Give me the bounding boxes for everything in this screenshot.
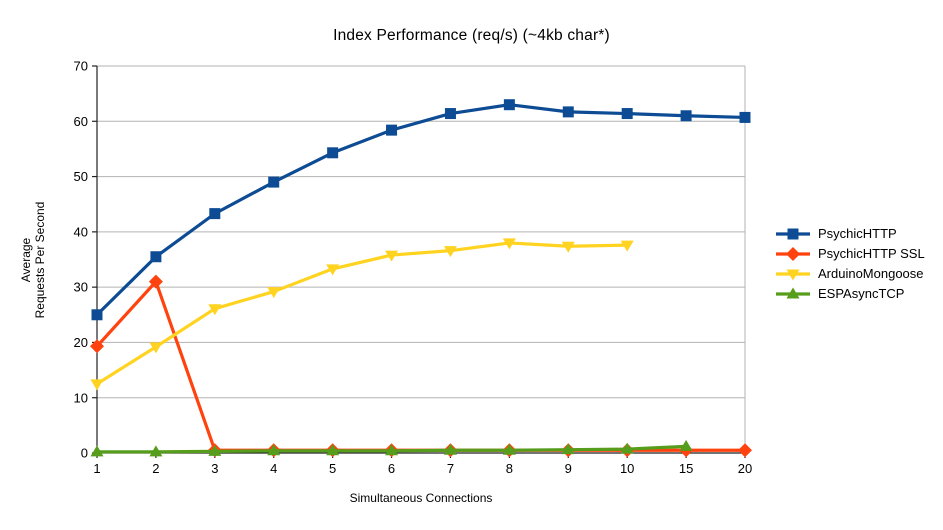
series-psychichttp-marker — [680, 110, 692, 122]
y-tick-label: 40 — [74, 224, 88, 239]
series-espasynctcp-marker — [326, 444, 340, 456]
series-arduinomongoose-marker — [326, 264, 340, 276]
x-tick-label: 10 — [620, 461, 634, 476]
y-tick-label: 30 — [74, 280, 88, 295]
legend-marker-arduinomongoose-icon — [776, 269, 810, 280]
legend-marker-psychichttp — [787, 228, 799, 239]
legend-marker-arduinomongoose — [786, 269, 800, 280]
series-psychichttp-marker — [91, 309, 103, 321]
series-arduinomongoose-marker — [90, 379, 104, 391]
series-espasynctcp-marker — [443, 443, 457, 455]
legend-item-psychichttp-ssl: PsychicHTTP SSL — [775, 246, 925, 261]
legend-label-psychichttp-ssl: PsychicHTTP SSL — [818, 246, 925, 261]
series-espasynctcp-marker — [208, 444, 222, 456]
y-axis-title-line-1: Average — [19, 237, 33, 283]
y-tick-label: 10 — [74, 390, 88, 405]
x-tick-label: 9 — [565, 461, 572, 476]
series-psychichttp-ssl-marker — [148, 274, 163, 289]
series-psychichttp-ssl-marker — [90, 339, 104, 354]
legend-label-psychichttp: PsychicHTTP — [818, 226, 897, 241]
series-arduinomongoose-line — [95, 241, 629, 386]
series-arduinomongoose-marker — [443, 246, 457, 258]
x-tick-label: 5 — [329, 461, 336, 476]
x-tick-label: 7 — [447, 461, 454, 476]
x-tick-label: 4 — [270, 461, 277, 476]
x-tick-label: 2 — [152, 461, 159, 476]
y-axis-title-line-2: Requests Per Second — [33, 201, 47, 319]
series-psychichttp — [91, 99, 751, 321]
series-espasynctcp-marker — [561, 443, 575, 455]
series-psychichttp-marker — [739, 111, 751, 123]
series-psychichttp-ssl-line — [95, 280, 747, 452]
series-arduinomongoose-marker — [267, 287, 281, 299]
series-arduinomongoose-marker — [502, 238, 516, 250]
x-tick-label: 20 — [738, 461, 752, 476]
series-espasynctcp-marker — [679, 439, 693, 451]
y-axis-title: Average Requests Per Second — [19, 130, 47, 390]
legend-marker-psychichttp-icon — [776, 228, 810, 239]
series-arduinomongoose-marker — [620, 240, 634, 252]
series-arduinomongoose-marker — [385, 250, 399, 262]
legend-label-espasynctcp: ESPAsyncTCP — [818, 286, 905, 301]
series-psychichttp-marker — [503, 99, 515, 111]
series-psychichttp-line — [95, 103, 747, 317]
series-arduinomongoose — [90, 238, 634, 391]
series-psychichttp-marker — [444, 108, 456, 120]
x-tick-label: 6 — [388, 461, 395, 476]
series-espasynctcp — [90, 439, 693, 457]
x-axis-title: Simultaneous Connections — [349, 491, 493, 505]
y-tick-label: 20 — [74, 335, 88, 350]
y-tick-label: 70 — [74, 59, 88, 74]
series-psychichttp-ssl-marker — [738, 443, 752, 458]
legend: PsychicHTTP PsychicHTTP SSL ArduinoMongoos… — [775, 226, 925, 301]
x-tick-label: 1 — [93, 461, 100, 476]
series-arduinomongoose-marker — [208, 304, 222, 316]
series-espasynctcp-marker — [90, 445, 104, 457]
legend-marker-psychichttp-ssl-icon — [776, 246, 810, 261]
series-psychichttp-marker — [150, 251, 162, 263]
series-arduinomongoose-marker — [561, 241, 575, 253]
series-psychichttp-marker — [386, 124, 398, 136]
legend-label-arduinomongoose: ArduinoMongoose — [818, 266, 924, 281]
series-psychichttp-ssl — [90, 274, 752, 458]
series-psychichttp-marker — [268, 176, 280, 188]
legend-marker-psychichttp-ssl — [786, 246, 800, 261]
x-tick-label: 3 — [211, 461, 218, 476]
y-tick-label: 0 — [81, 446, 88, 461]
x-tick-label: 8 — [506, 461, 513, 476]
series-espasynctcp-marker — [502, 443, 516, 455]
x-tick-label: 15 — [679, 461, 693, 476]
y-tick-label: 60 — [74, 114, 88, 129]
series-espasynctcp-marker — [385, 444, 399, 456]
legend-item-espasynctcp: ESPAsyncTCP — [775, 286, 925, 301]
y-tick-label: 50 — [74, 169, 88, 184]
series-espasynctcp-marker — [267, 444, 281, 456]
series-espasynctcp-marker — [149, 445, 163, 457]
series-psychichttp-marker — [562, 106, 574, 118]
legend-marker-espasynctcp — [786, 287, 800, 298]
series-psychichttp-marker — [209, 208, 221, 220]
series-arduinomongoose-marker — [149, 342, 163, 354]
legend-marker-espasynctcp-icon — [776, 287, 810, 298]
series-psychichttp-marker — [327, 147, 339, 159]
legend-item-psychichttp: PsychicHTTP — [775, 226, 925, 241]
series-psychichttp-marker — [621, 108, 633, 120]
legend-item-arduinomongoose: ArduinoMongoose — [775, 266, 925, 281]
chart-title: Index Performance (req/s) (~4kb char*) — [333, 27, 610, 44]
series-espasynctcp-marker — [620, 442, 634, 454]
